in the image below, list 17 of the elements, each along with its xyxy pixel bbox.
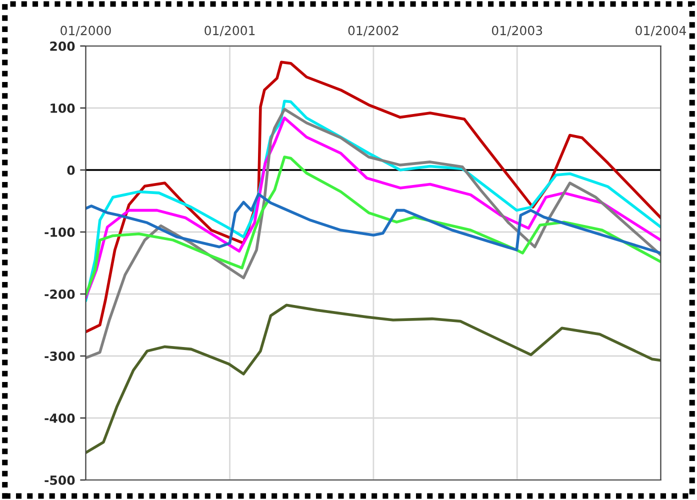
y-tick-label: 0 (67, 165, 75, 175)
y-tick-label: -200 (44, 289, 75, 299)
line-series (86, 108, 661, 360)
y-tick-label: -500 (44, 475, 75, 485)
y-tick-label: -400 (44, 413, 75, 423)
line-series (86, 304, 661, 454)
y-tick-label: -300 (44, 351, 75, 361)
x-tick-label: 01/2003 (492, 26, 542, 36)
x-tick-label: 01/2004 (636, 26, 686, 36)
x-tick-label: 01/2002 (348, 26, 398, 36)
line-series (86, 192, 661, 254)
y-tick-label: 200 (50, 41, 75, 51)
y-tick-label: -100 (44, 227, 75, 237)
x-tick-label: 01/2001 (204, 26, 255, 36)
x-tick-label: 01/2000 (60, 26, 111, 36)
line-series (86, 156, 661, 297)
y-tick-label: 100 (50, 103, 75, 113)
